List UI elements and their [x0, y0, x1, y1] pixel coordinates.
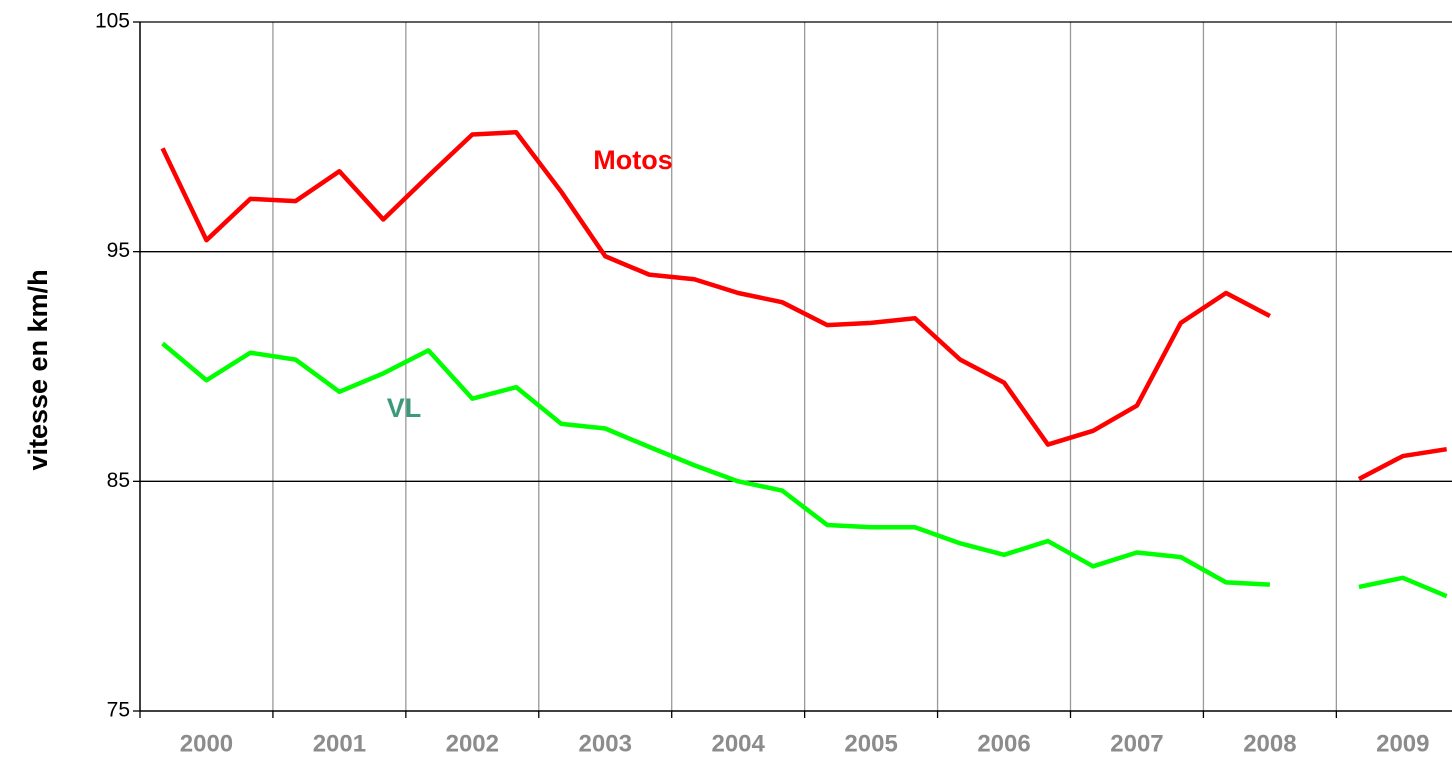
x-tick-label: 2007 [1110, 730, 1163, 757]
x-tick-label: 2000 [180, 730, 233, 757]
x-tick-label: 2003 [579, 730, 632, 757]
x-tick-label: 2002 [446, 730, 499, 757]
x-tick-label: 2006 [977, 730, 1030, 757]
data-line [161, 341, 1448, 599]
x-tick-label: 2004 [711, 730, 765, 757]
y-tick-label: 75 [107, 699, 130, 722]
x-tick-label: 2008 [1243, 730, 1296, 757]
y-tick-label: 85 [107, 469, 130, 492]
x-tick-label: 2005 [844, 730, 897, 757]
y-tick-label: 105 [95, 10, 130, 33]
y-axis-title: vitesse en km/h [23, 269, 53, 470]
y-tick-label: 95 [107, 239, 130, 262]
series-label: VL [387, 393, 422, 423]
series-label: Motos [593, 145, 672, 175]
data-line [160, 129, 1448, 482]
x-tick-label: 2009 [1376, 730, 1429, 757]
x-tick-label: 2001 [313, 730, 366, 757]
